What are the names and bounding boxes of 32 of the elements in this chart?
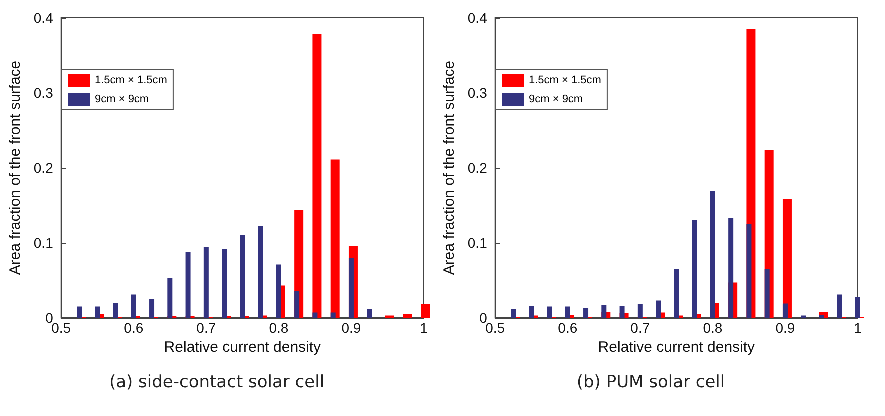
y-tick-label: 0 xyxy=(480,310,488,326)
y-tick-label: 0.1 xyxy=(468,235,488,251)
x-tick-label: 0.7 xyxy=(630,320,650,336)
x-tick-label: 0.9 xyxy=(342,320,362,336)
legend-label: 9cm × 9cm xyxy=(95,94,150,106)
y-tick-label: 0.2 xyxy=(34,160,54,176)
legend-label: 9cm × 9cm xyxy=(529,94,584,106)
x-tick-label: 0.9 xyxy=(776,320,796,336)
y-tick-label: 0.1 xyxy=(34,235,54,251)
y-tick-label: 0.3 xyxy=(34,85,54,101)
x-tick-label: 0.6 xyxy=(124,320,144,336)
y-tick-label: 0 xyxy=(46,310,54,326)
x-axis-title: Relative current density xyxy=(164,338,322,356)
y-axis-title: Area fraction of the front surface xyxy=(7,60,24,276)
y-tick-label: 0.3 xyxy=(468,85,488,101)
y-tick-label: 0.4 xyxy=(34,10,54,26)
x-tick-label: 0.6 xyxy=(558,320,578,336)
x-tick-label: 0.8 xyxy=(703,320,723,336)
text: (b) PUM solar cell xyxy=(576,372,726,392)
legend-label: 1.5cm × 1.5cm xyxy=(529,74,602,86)
y-tick-label: 0.2 xyxy=(468,160,488,176)
x-tick-label: 1 xyxy=(854,320,862,336)
text: (a) side-contact solar cell xyxy=(109,372,325,392)
x-tick-label: 0.8 xyxy=(269,320,289,336)
x-tick-label: 0.7 xyxy=(196,320,216,336)
x-tick-label: 0.5 xyxy=(486,320,506,336)
x-axis-title: Relative current density xyxy=(598,338,756,356)
x-tick-label: 1 xyxy=(420,320,428,336)
y-tick-label: 0.4 xyxy=(468,10,488,26)
x-tick-label: 0.5 xyxy=(52,320,72,336)
y-axis-title: Area fraction of the front surface xyxy=(441,60,458,276)
legend-label: 1.5cm × 1.5cm xyxy=(95,74,168,86)
